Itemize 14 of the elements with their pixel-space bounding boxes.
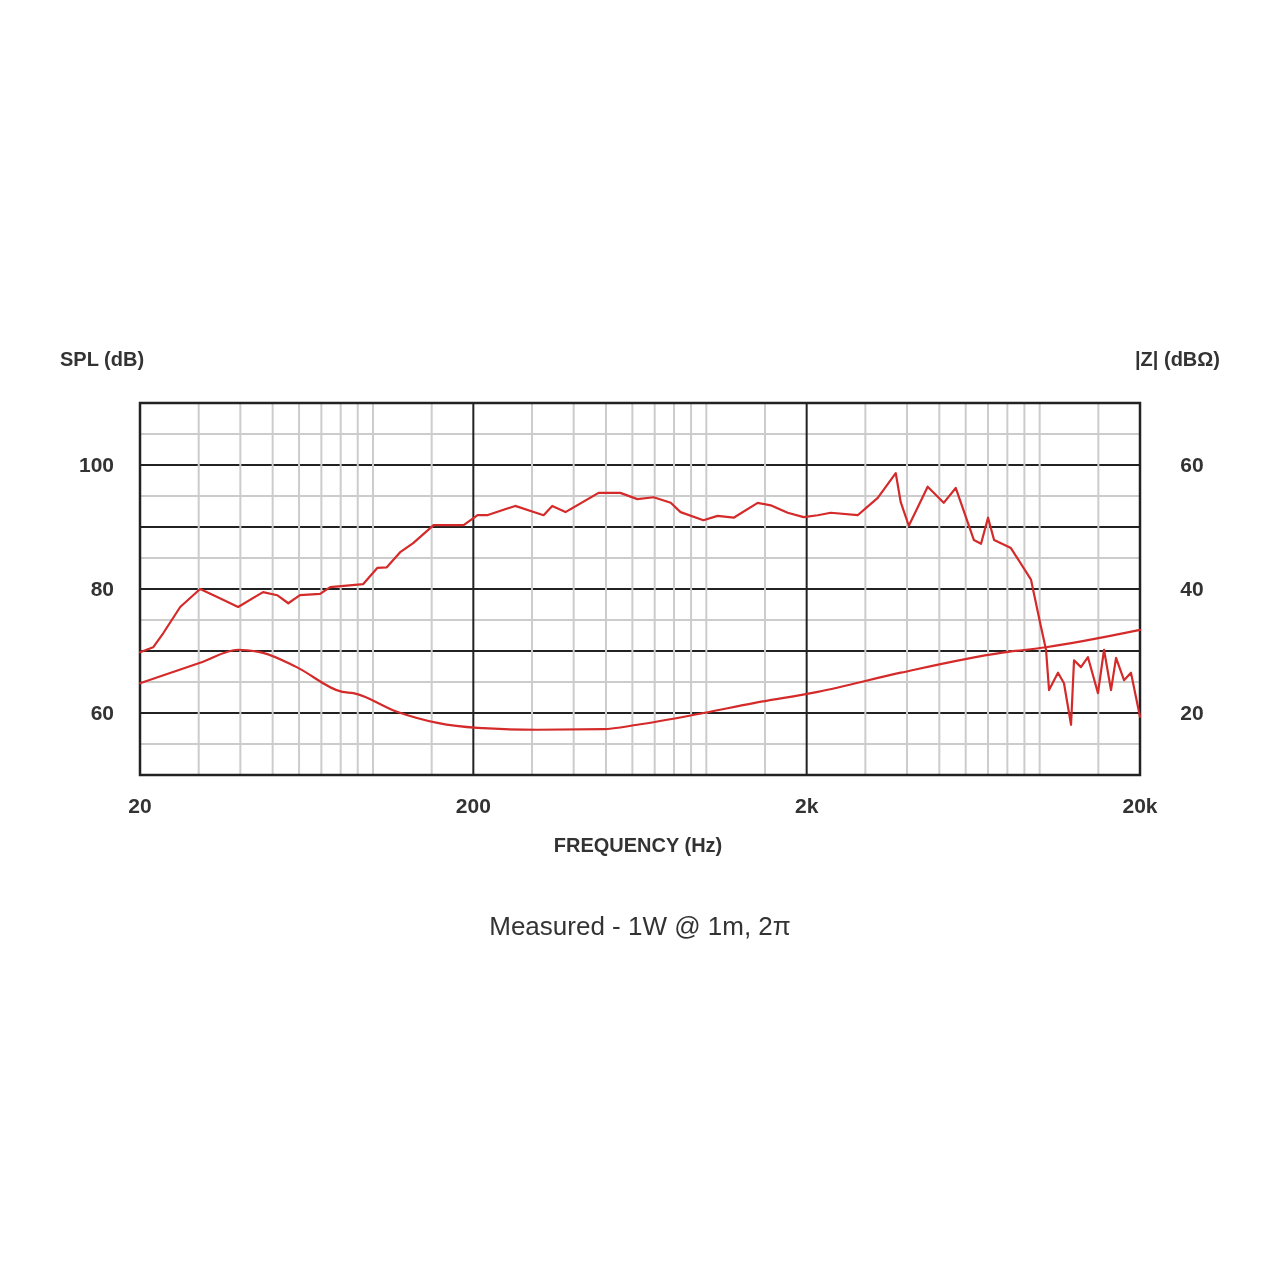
y2-tick-label: 20 <box>1180 701 1204 725</box>
y-tick-label: 80 <box>90 577 114 601</box>
text: Measured - 1W @ 1m, 2π <box>489 911 791 941</box>
y2-tick-label: 40 <box>1180 577 1204 601</box>
x-tick-label: 2k <box>794 794 819 817</box>
y2-axis-title: |Z| (dBΩ) <box>1135 348 1220 370</box>
x-axis-title: FREQUENCY (Hz) <box>553 834 723 856</box>
y2-tick-label: 60 <box>1180 453 1204 477</box>
x-tick-label: 20 <box>128 794 152 817</box>
x-tick-label: 20k <box>1122 794 1158 817</box>
x-tick-label: 200 <box>455 794 491 817</box>
y-axis-title: SPL (dB) <box>60 348 145 370</box>
y-tick-label: 60 <box>90 701 114 725</box>
y-tick-label: 100 <box>78 453 114 477</box>
